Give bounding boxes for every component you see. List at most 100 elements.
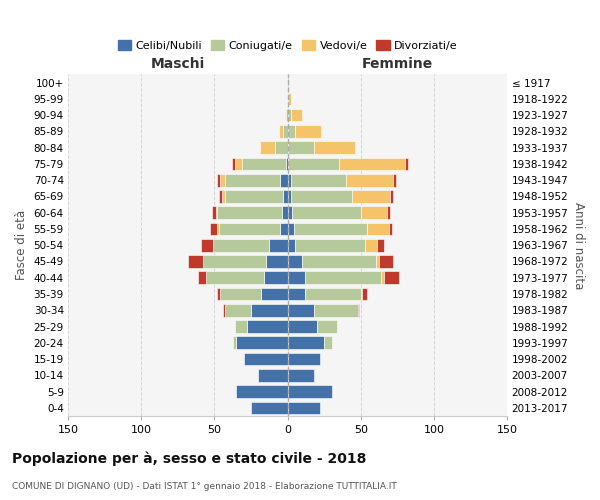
Bar xyxy=(405,158,408,170)
Text: Femmine: Femmine xyxy=(362,57,433,71)
Bar xyxy=(266,255,287,268)
Bar xyxy=(216,206,217,219)
Bar xyxy=(244,352,287,366)
Bar xyxy=(390,190,393,203)
Bar xyxy=(199,272,206,284)
Bar xyxy=(260,142,275,154)
Bar xyxy=(393,174,396,186)
Bar xyxy=(232,158,235,170)
Bar xyxy=(203,255,266,268)
Text: COMUNE DI DIGNANO (UD) - Dati ISTAT 1° gennaio 2018 - Elaborazione TUTTITALIA.IT: COMUNE DI DIGNANO (UD) - Dati ISTAT 1° g… xyxy=(12,482,397,491)
Bar xyxy=(222,190,225,203)
Bar xyxy=(377,239,385,252)
Y-axis label: Fasce di età: Fasce di età xyxy=(15,210,28,280)
Bar xyxy=(225,190,283,203)
Bar xyxy=(287,206,292,219)
Bar xyxy=(280,222,287,235)
Bar xyxy=(290,109,302,122)
Bar xyxy=(317,320,337,333)
Bar xyxy=(361,206,388,219)
Bar xyxy=(305,272,382,284)
Bar xyxy=(279,125,283,138)
Bar xyxy=(287,385,332,398)
Bar xyxy=(283,190,287,203)
Bar xyxy=(235,320,247,333)
Bar xyxy=(212,206,216,219)
Bar xyxy=(287,369,314,382)
Text: Maschi: Maschi xyxy=(151,57,205,71)
Bar xyxy=(325,336,332,349)
Bar xyxy=(287,336,325,349)
Bar xyxy=(287,125,295,138)
Bar xyxy=(352,190,390,203)
Bar xyxy=(346,174,393,186)
Bar xyxy=(188,255,203,268)
Bar xyxy=(264,272,287,284)
Bar xyxy=(287,320,317,333)
Y-axis label: Anni di nascita: Anni di nascita xyxy=(572,202,585,289)
Bar xyxy=(225,174,280,186)
Bar xyxy=(213,239,269,252)
Bar xyxy=(217,222,219,235)
Bar xyxy=(242,158,286,170)
Bar xyxy=(287,190,290,203)
Bar xyxy=(219,190,222,203)
Bar xyxy=(217,174,220,186)
Bar xyxy=(217,288,220,300)
Bar xyxy=(269,239,287,252)
Bar xyxy=(220,288,262,300)
Bar xyxy=(220,174,225,186)
Bar xyxy=(217,206,282,219)
Bar xyxy=(302,255,376,268)
Bar xyxy=(358,304,359,316)
Bar xyxy=(314,304,358,316)
Bar xyxy=(247,320,287,333)
Text: Popolazione per à, sesso e stato civile - 2018: Popolazione per à, sesso e stato civile … xyxy=(12,451,367,466)
Bar xyxy=(362,288,367,300)
Bar xyxy=(379,255,393,268)
Bar xyxy=(287,239,295,252)
Bar xyxy=(201,239,213,252)
Bar xyxy=(295,125,322,138)
Bar xyxy=(285,109,286,122)
Bar xyxy=(287,92,290,105)
Bar xyxy=(376,255,379,268)
Bar xyxy=(206,272,264,284)
Bar xyxy=(219,222,280,235)
Bar xyxy=(235,158,242,170)
Bar xyxy=(287,288,305,300)
Bar xyxy=(295,239,365,252)
Bar xyxy=(287,255,302,268)
Bar xyxy=(251,402,287,414)
Bar xyxy=(210,222,217,235)
Bar xyxy=(233,336,236,349)
Bar xyxy=(286,109,287,122)
Legend: Celibi/Nubili, Coniugati/e, Vedovi/e, Divorziati/e: Celibi/Nubili, Coniugati/e, Vedovi/e, Di… xyxy=(113,36,462,56)
Bar xyxy=(290,174,346,186)
Bar xyxy=(287,304,314,316)
Bar xyxy=(314,142,355,154)
Bar xyxy=(287,109,290,122)
Bar xyxy=(389,222,392,235)
Bar xyxy=(365,239,377,252)
Bar xyxy=(286,158,287,170)
Bar xyxy=(236,385,287,398)
Bar xyxy=(225,304,251,316)
Bar xyxy=(361,288,362,300)
Bar xyxy=(290,190,352,203)
Bar xyxy=(293,222,367,235)
Bar xyxy=(367,222,389,235)
Bar xyxy=(283,125,287,138)
Bar xyxy=(236,336,287,349)
Bar xyxy=(287,174,290,186)
Bar xyxy=(287,402,320,414)
Bar xyxy=(280,174,287,186)
Bar xyxy=(287,158,339,170)
Bar xyxy=(287,142,314,154)
Bar xyxy=(282,206,287,219)
Bar xyxy=(339,158,405,170)
Bar xyxy=(388,206,390,219)
Bar xyxy=(385,272,399,284)
Bar xyxy=(287,272,305,284)
Bar xyxy=(262,288,287,300)
